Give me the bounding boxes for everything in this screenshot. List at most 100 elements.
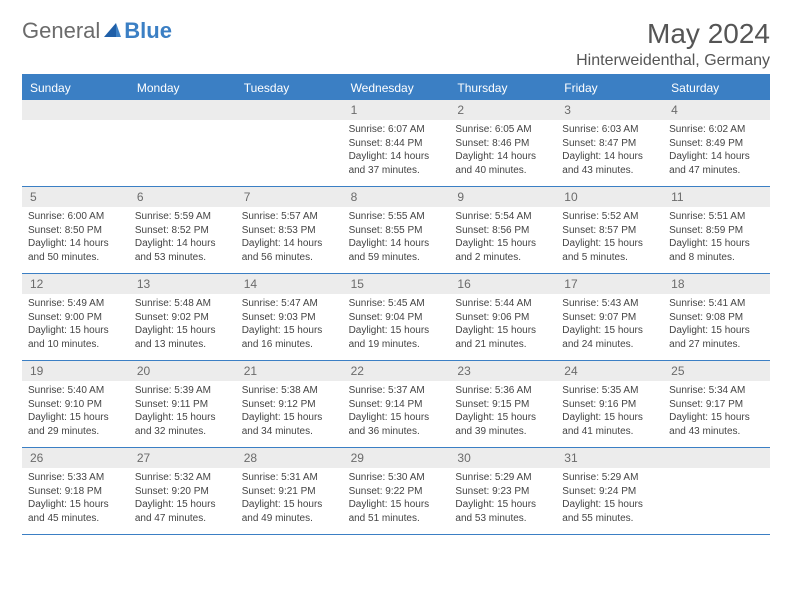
daylight-text: Daylight: 15 hours and 49 minutes.	[242, 498, 337, 525]
day-cell: 23Sunrise: 5:36 AMSunset: 9:15 PMDayligh…	[449, 361, 556, 447]
day-cell: 12Sunrise: 5:49 AMSunset: 9:00 PMDayligh…	[22, 274, 129, 360]
day-number: 9	[449, 187, 556, 207]
sunrise-text: Sunrise: 6:00 AM	[28, 210, 123, 224]
day-number: 11	[663, 187, 770, 207]
daylight-text: Daylight: 15 hours and 2 minutes.	[455, 237, 550, 264]
day-body: Sunrise: 5:51 AMSunset: 8:59 PMDaylight:…	[663, 207, 770, 268]
sunset-text: Sunset: 8:44 PM	[349, 137, 444, 151]
sunrise-text: Sunrise: 5:39 AM	[135, 384, 230, 398]
day-number: 24	[556, 361, 663, 381]
day-body: Sunrise: 5:47 AMSunset: 9:03 PMDaylight:…	[236, 294, 343, 355]
day-body: Sunrise: 5:43 AMSunset: 9:07 PMDaylight:…	[556, 294, 663, 355]
day-body: Sunrise: 5:48 AMSunset: 9:02 PMDaylight:…	[129, 294, 236, 355]
daylight-text: Daylight: 15 hours and 27 minutes.	[669, 324, 764, 351]
calendar-grid: SundayMondayTuesdayWednesdayThursdayFrid…	[22, 74, 770, 535]
day-body: Sunrise: 6:02 AMSunset: 8:49 PMDaylight:…	[663, 120, 770, 181]
day-cell: 15Sunrise: 5:45 AMSunset: 9:04 PMDayligh…	[343, 274, 450, 360]
day-body: Sunrise: 5:35 AMSunset: 9:16 PMDaylight:…	[556, 381, 663, 442]
day-number: 14	[236, 274, 343, 294]
day-number: 20	[129, 361, 236, 381]
dow-cell: Thursday	[449, 76, 556, 100]
daylight-text: Daylight: 15 hours and 13 minutes.	[135, 324, 230, 351]
brand-part2: Blue	[124, 18, 172, 44]
sunrise-text: Sunrise: 5:43 AM	[562, 297, 657, 311]
day-body: Sunrise: 5:31 AMSunset: 9:21 PMDaylight:…	[236, 468, 343, 529]
day-body: Sunrise: 5:45 AMSunset: 9:04 PMDaylight:…	[343, 294, 450, 355]
day-cell: 9Sunrise: 5:54 AMSunset: 8:56 PMDaylight…	[449, 187, 556, 273]
sunset-text: Sunset: 9:17 PM	[669, 398, 764, 412]
day-body: Sunrise: 5:37 AMSunset: 9:14 PMDaylight:…	[343, 381, 450, 442]
day-body: Sunrise: 5:49 AMSunset: 9:00 PMDaylight:…	[22, 294, 129, 355]
sunrise-text: Sunrise: 5:35 AM	[562, 384, 657, 398]
day-cell: 11Sunrise: 5:51 AMSunset: 8:59 PMDayligh…	[663, 187, 770, 273]
sunset-text: Sunset: 9:07 PM	[562, 311, 657, 325]
day-number: 15	[343, 274, 450, 294]
sunset-text: Sunset: 9:02 PM	[135, 311, 230, 325]
sunset-text: Sunset: 9:04 PM	[349, 311, 444, 325]
day-cell	[236, 100, 343, 186]
dow-cell: Wednesday	[343, 76, 450, 100]
sunrise-text: Sunrise: 5:31 AM	[242, 471, 337, 485]
sunset-text: Sunset: 9:12 PM	[242, 398, 337, 412]
day-cell: 1Sunrise: 6:07 AMSunset: 8:44 PMDaylight…	[343, 100, 450, 186]
daylight-text: Daylight: 15 hours and 34 minutes.	[242, 411, 337, 438]
sunset-text: Sunset: 9:21 PM	[242, 485, 337, 499]
day-number: 1	[343, 100, 450, 120]
sunset-text: Sunset: 9:11 PM	[135, 398, 230, 412]
sunrise-text: Sunrise: 5:33 AM	[28, 471, 123, 485]
sunrise-text: Sunrise: 5:38 AM	[242, 384, 337, 398]
sunset-text: Sunset: 9:18 PM	[28, 485, 123, 499]
sunset-text: Sunset: 8:52 PM	[135, 224, 230, 238]
day-cell: 8Sunrise: 5:55 AMSunset: 8:55 PMDaylight…	[343, 187, 450, 273]
day-number: 23	[449, 361, 556, 381]
day-body: Sunrise: 5:29 AMSunset: 9:24 PMDaylight:…	[556, 468, 663, 529]
sunset-text: Sunset: 9:22 PM	[349, 485, 444, 499]
daylight-text: Daylight: 14 hours and 47 minutes.	[669, 150, 764, 177]
day-number: 22	[343, 361, 450, 381]
sunrise-text: Sunrise: 5:44 AM	[455, 297, 550, 311]
day-body: Sunrise: 5:39 AMSunset: 9:11 PMDaylight:…	[129, 381, 236, 442]
sunrise-text: Sunrise: 5:30 AM	[349, 471, 444, 485]
day-number	[236, 100, 343, 120]
brand-logo: General Blue	[22, 18, 172, 44]
day-cell: 5Sunrise: 6:00 AMSunset: 8:50 PMDaylight…	[22, 187, 129, 273]
sunset-text: Sunset: 8:59 PM	[669, 224, 764, 238]
sunset-text: Sunset: 8:55 PM	[349, 224, 444, 238]
day-body: Sunrise: 6:03 AMSunset: 8:47 PMDaylight:…	[556, 120, 663, 181]
day-body: Sunrise: 6:00 AMSunset: 8:50 PMDaylight:…	[22, 207, 129, 268]
day-body: Sunrise: 5:30 AMSunset: 9:22 PMDaylight:…	[343, 468, 450, 529]
week-row: 19Sunrise: 5:40 AMSunset: 9:10 PMDayligh…	[22, 361, 770, 448]
daylight-text: Daylight: 15 hours and 10 minutes.	[28, 324, 123, 351]
dow-cell: Friday	[556, 76, 663, 100]
sunrise-text: Sunrise: 5:54 AM	[455, 210, 550, 224]
sunset-text: Sunset: 8:53 PM	[242, 224, 337, 238]
day-number: 17	[556, 274, 663, 294]
day-cell: 17Sunrise: 5:43 AMSunset: 9:07 PMDayligh…	[556, 274, 663, 360]
sunrise-text: Sunrise: 5:48 AM	[135, 297, 230, 311]
sunrise-text: Sunrise: 5:37 AM	[349, 384, 444, 398]
sunset-text: Sunset: 8:50 PM	[28, 224, 123, 238]
sunrise-text: Sunrise: 5:51 AM	[669, 210, 764, 224]
day-cell: 30Sunrise: 5:29 AMSunset: 9:23 PMDayligh…	[449, 448, 556, 534]
day-cell	[129, 100, 236, 186]
sunset-text: Sunset: 9:24 PM	[562, 485, 657, 499]
day-body: Sunrise: 5:54 AMSunset: 8:56 PMDaylight:…	[449, 207, 556, 268]
daylight-text: Daylight: 15 hours and 29 minutes.	[28, 411, 123, 438]
day-body: Sunrise: 5:55 AMSunset: 8:55 PMDaylight:…	[343, 207, 450, 268]
day-cell: 19Sunrise: 5:40 AMSunset: 9:10 PMDayligh…	[22, 361, 129, 447]
sunset-text: Sunset: 8:46 PM	[455, 137, 550, 151]
daylight-text: Daylight: 15 hours and 51 minutes.	[349, 498, 444, 525]
dow-cell: Monday	[129, 76, 236, 100]
day-number: 13	[129, 274, 236, 294]
sunrise-text: Sunrise: 5:59 AM	[135, 210, 230, 224]
sunset-text: Sunset: 9:10 PM	[28, 398, 123, 412]
brand-part1: General	[22, 18, 100, 44]
daylight-text: Daylight: 15 hours and 47 minutes.	[135, 498, 230, 525]
day-number: 21	[236, 361, 343, 381]
sunset-text: Sunset: 8:56 PM	[455, 224, 550, 238]
day-body: Sunrise: 5:34 AMSunset: 9:17 PMDaylight:…	[663, 381, 770, 442]
day-number: 18	[663, 274, 770, 294]
daylight-text: Daylight: 15 hours and 19 minutes.	[349, 324, 444, 351]
calendar-page: General Blue May 2024 Hinterweidenthal, …	[0, 0, 792, 553]
day-body: Sunrise: 5:41 AMSunset: 9:08 PMDaylight:…	[663, 294, 770, 355]
